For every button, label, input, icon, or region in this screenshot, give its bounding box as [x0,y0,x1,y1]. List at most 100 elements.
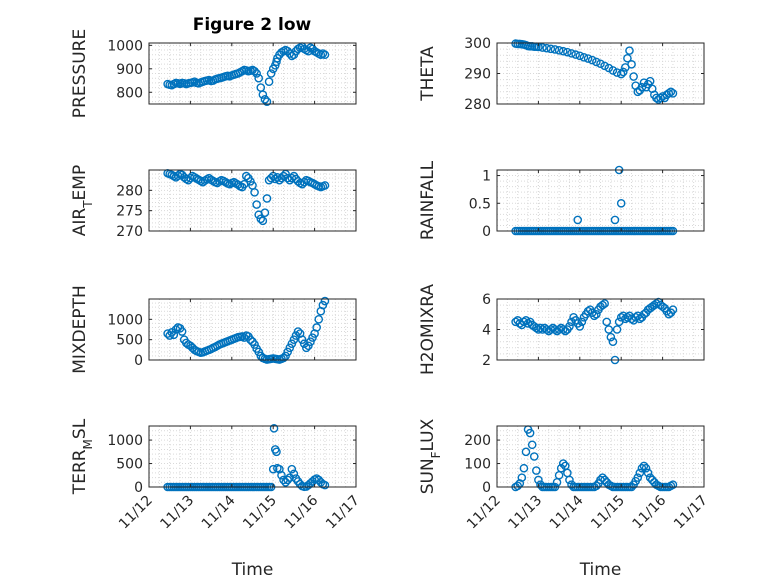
data-point [318,300,328,310]
data-point [532,466,541,475]
y-axis-label: PRESSURE [70,29,90,118]
data-point [556,463,566,473]
data-point [320,50,330,60]
subplot-rainfall: 0 0.5 1 RAINFALL [418,160,705,240]
y-tick-label: 4 [482,323,491,339]
data-point [610,215,620,225]
data-point [608,66,618,75]
data-point [558,46,568,56]
subplot-pressure: 800 900 1000 PRESSURE [70,29,357,118]
data-point [668,305,678,314]
tick-marks [148,426,357,488]
data-point [635,468,645,478]
data-point [283,347,292,357]
y-tick-label: 6 [482,292,491,308]
x-tick-label: 11/12 [116,493,156,533]
x-axis-label: Time [579,560,622,580]
data-point [250,340,259,349]
data-point [623,53,632,63]
data-point [254,347,264,357]
subplot-theta: 280 290 300 THETA [418,36,705,113]
data-point [269,424,279,433]
x-tick-label: 11/13 [505,493,545,533]
y-tick-label: 280 [464,97,491,113]
y-tick-label: 1000 [107,433,143,449]
data-point [521,447,531,457]
data-point [602,317,612,327]
data-point [314,315,324,324]
data-point [575,51,585,61]
data-point [666,87,676,97]
data-point [627,60,636,69]
x-tick-label: 11/15 [588,493,628,533]
data-point [287,339,297,349]
data-point [600,299,609,308]
data-point [525,428,535,438]
y-tick-label: 0 [482,480,491,496]
data-point [283,475,292,485]
data-point [542,325,551,334]
y-tick-label: 1000 [107,38,143,54]
y-axis-label: AIRTEMP [70,165,95,236]
data-point [563,47,572,57]
data-point [258,216,268,226]
data-point [637,463,647,473]
y-tick-label: 800 [116,85,143,101]
data-point [270,174,280,184]
data-point [241,171,251,181]
y-axis-label: SUNFLUX [418,418,443,494]
data-point [519,463,529,473]
data-point [542,43,551,53]
data-point [550,325,560,334]
data-point [546,44,556,54]
data-point [625,46,634,55]
data-point [575,322,585,331]
tick-marks [148,170,357,232]
data-point [534,325,543,334]
data-point [268,464,278,474]
data-point [291,331,301,340]
data-point [583,306,593,316]
axes-box [496,169,705,232]
data-point [302,343,311,353]
data-point [612,325,622,334]
x-axis-label: Time [231,560,274,580]
data-point [277,470,286,480]
data-point [616,198,626,208]
data-point [532,323,541,333]
data-point [258,90,268,99]
data-points [511,297,678,365]
data-point [250,66,259,76]
data-point [579,53,589,62]
data-point [608,337,618,347]
data-point [308,333,317,342]
data-point [285,343,295,353]
data-point [527,440,537,450]
data-point [641,463,651,473]
data-point [668,480,678,489]
y-tick-label: 1000 [107,312,143,328]
y-tick-label: 0 [134,353,143,369]
data-point [652,93,661,103]
y-tick-label: 0 [134,480,143,496]
data-point [639,78,649,87]
axes-box [148,298,357,361]
data-point [289,469,299,479]
subplot-terr-msl: 0 500 1000 11/12 11/13 11/14 11/15 11/16 11/17 Ti… [70,418,363,580]
axes-box [496,425,705,488]
data-point [633,473,643,482]
data-point [571,50,580,59]
y-axis-label: THETA [418,46,438,102]
data-point [567,317,576,327]
data-point [254,73,264,83]
data-point [266,69,276,78]
data-point [279,353,288,363]
y-axis-label: H2OMIXRA [418,284,438,375]
x-tick-label: 11/17 [671,493,711,533]
data-point [538,325,547,334]
data-point [529,452,539,461]
data-point [554,325,564,334]
x-tick-label: 11/16 [282,492,322,532]
